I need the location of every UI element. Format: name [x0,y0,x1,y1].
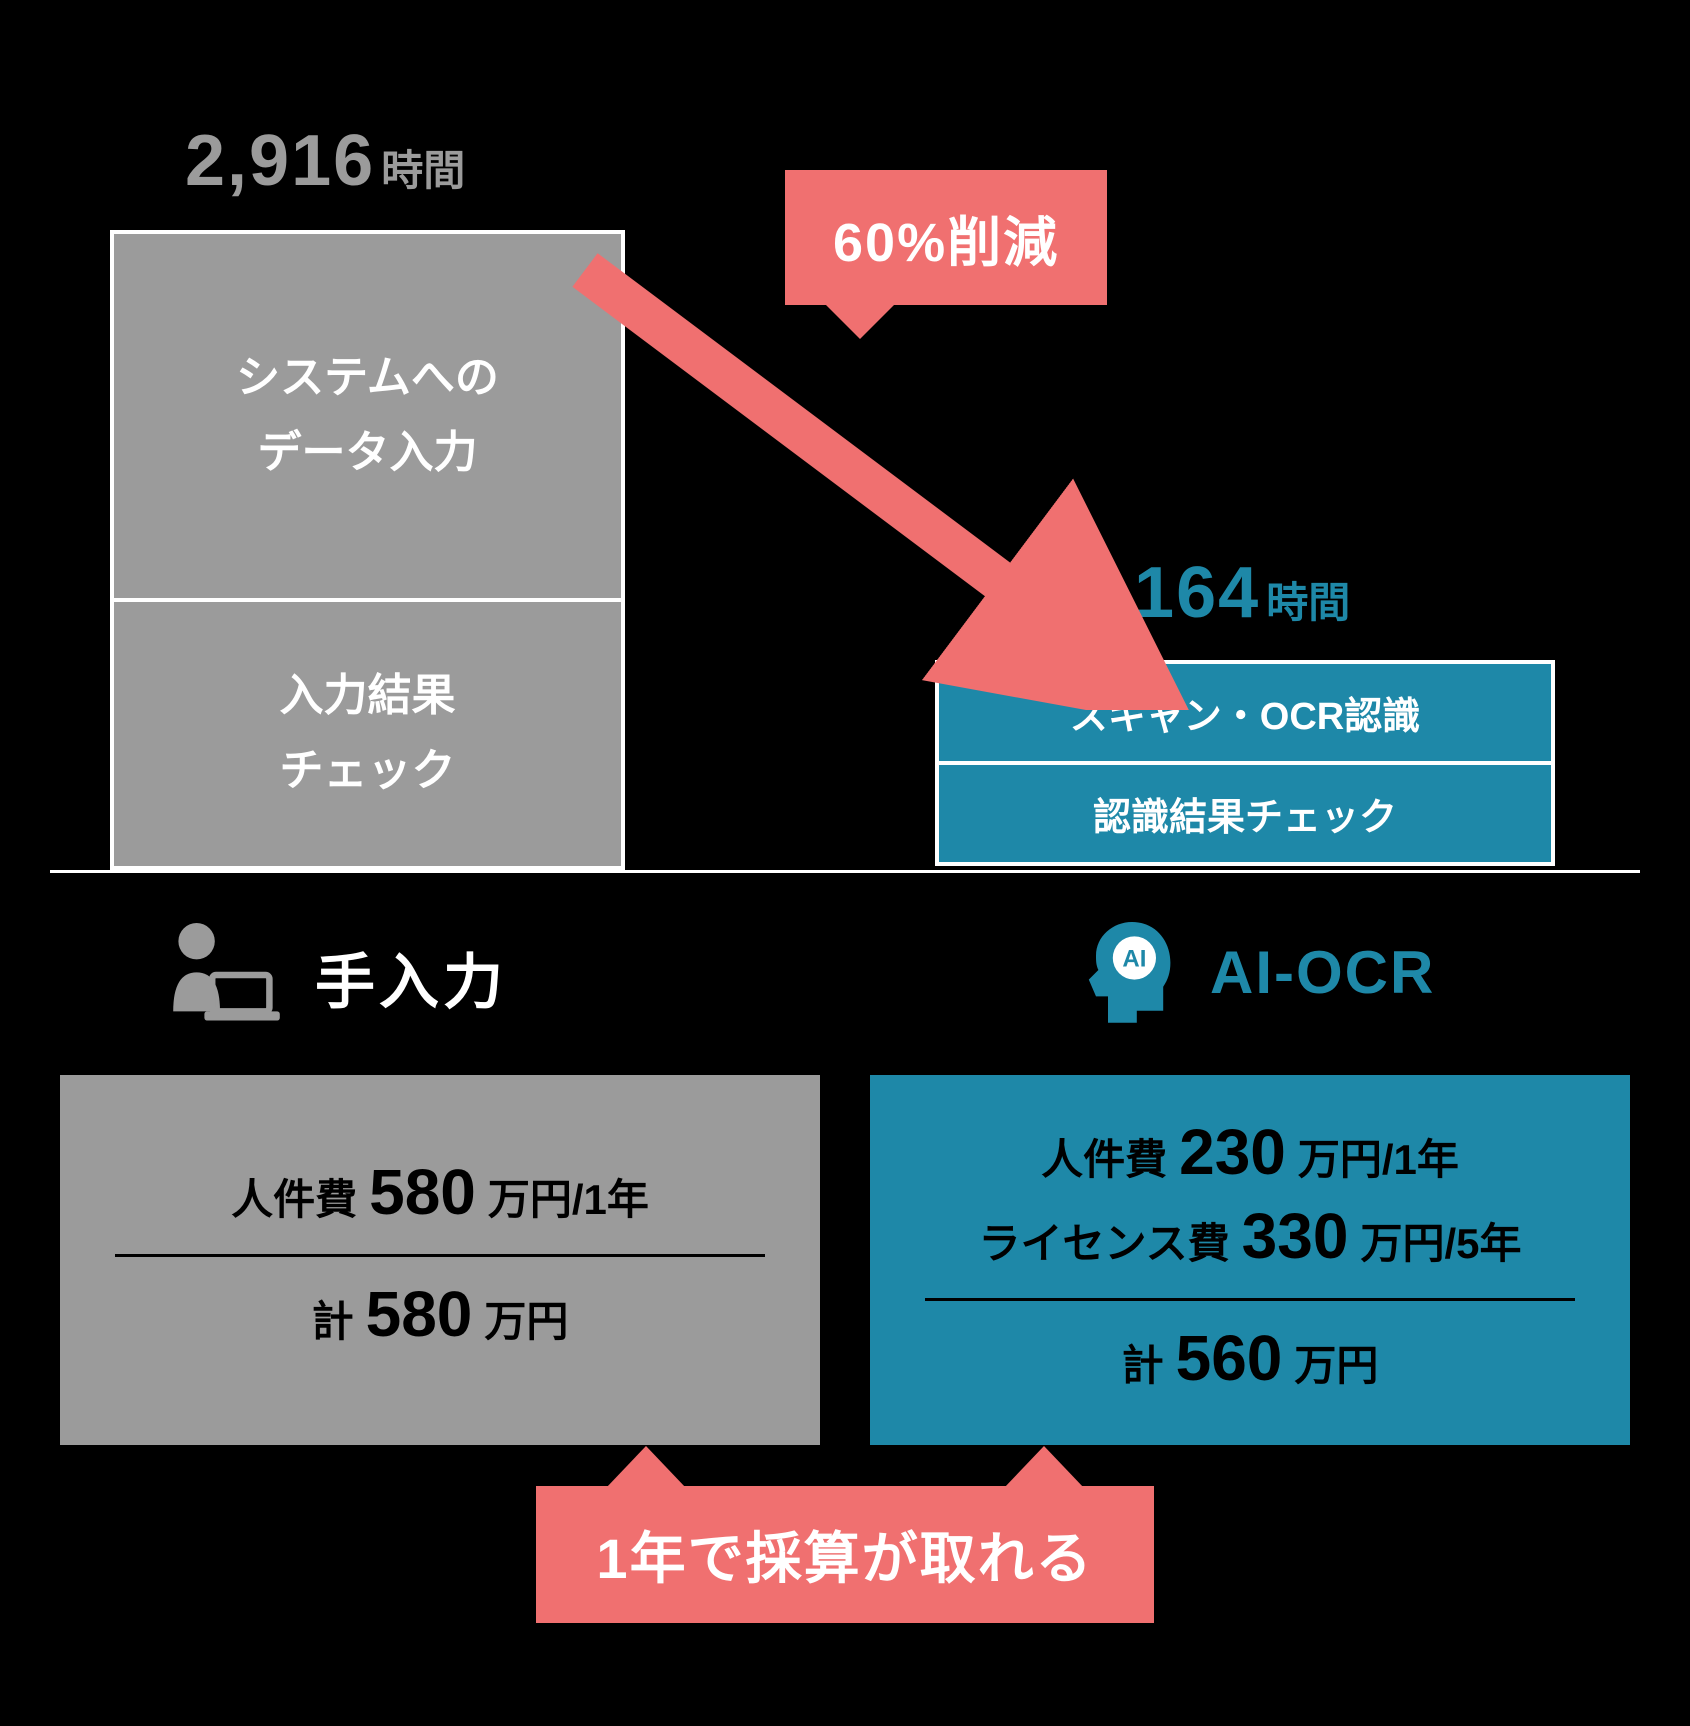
right-cost-l1-label: 人件費 [1041,1126,1167,1187]
right-cost-total-label: 計 [1122,1332,1164,1393]
left-cost-l1-unit: 万円/1年 [488,1166,649,1227]
left-bar-segment-2: 入力結果チェック [110,600,625,870]
left-cost-total-unit: 万円 [484,1288,568,1349]
right-cost-l2-value: 330 [1242,1199,1349,1273]
right-cost-l1-value: 230 [1179,1115,1286,1189]
left-cost-line-1: 人件費 580 万円/1年 [115,1155,765,1229]
right-category-text: AI-OCR [1210,938,1435,1007]
right-cost-divider [925,1298,1575,1301]
roi-callout-text: 1年で採算が取れる [596,1527,1093,1590]
left-cost-total: 計 580 万円 [115,1277,765,1351]
right-stacked-bar: スキャン・OCR認識 認識結果チェック [935,660,1555,866]
right-cost-box: 人件費 230 万円/1年 ライセンス費 330 万円/5年 計 560 万円 [870,1075,1630,1445]
left-total-unit: 時間 [381,147,465,194]
right-total-label: 1,164時間 [1070,552,1350,634]
left-total-value: 2,916 [185,121,375,201]
right-total-value: 1,164 [1070,553,1260,633]
infographic-canvas: 2,916時間 システムへのデータ入力 入力結果チェック 1,164時間 スキャ… [0,0,1690,1726]
chart-baseline [50,870,1640,873]
bottom-callout-wrap: 1年で採算が取れる [0,1486,1690,1623]
right-cost-l2-unit: 万円/5年 [1360,1210,1521,1271]
reduction-callout: 60%削減 [785,170,1107,305]
reduction-callout-text: 60%削減 [833,213,1059,273]
right-category-label: AI AI-OCR [1060,910,1435,1035]
left-category-text: 手入力 [315,934,507,1021]
right-cost-total: 計 560 万円 [925,1321,1575,1395]
left-cost-l1-value: 580 [369,1155,476,1229]
left-total-label: 2,916時間 [185,120,465,202]
roi-callout: 1年で採算が取れる [536,1486,1153,1623]
left-category-label: 手入力 [155,910,507,1045]
left-cost-total-value: 580 [366,1277,473,1351]
right-cost-line-1: 人件費 230 万円/1年 [925,1115,1575,1189]
left-cost-l1-label: 人件費 [231,1166,357,1227]
right-cost-total-value: 560 [1176,1321,1283,1395]
right-total-unit: 時間 [1266,579,1350,626]
right-cost-l1-unit: 万円/1年 [1298,1126,1459,1187]
left-bar-segment-1: システムへのデータ入力 [110,230,625,600]
right-cost-l2-label: ライセンス費 [979,1210,1230,1271]
right-cost-line-2: ライセンス費 330 万円/5年 [925,1199,1575,1273]
left-cost-total-label: 計 [312,1288,354,1349]
left-stacked-bar: システムへのデータ入力 入力結果チェック [110,230,625,870]
ai-head-icon: AI [1060,910,1180,1035]
left-cost-box: 人件費 580 万円/1年 計 580 万円 [60,1075,820,1445]
right-bar-segment-2: 認識結果チェック [935,763,1555,866]
left-cost-divider [115,1254,765,1257]
right-bar-segment-1: スキャン・OCR認識 [935,660,1555,763]
svg-text:AI: AI [1122,945,1146,972]
right-cost-total-unit: 万円 [1294,1332,1378,1393]
person-laptop-icon [155,910,285,1045]
